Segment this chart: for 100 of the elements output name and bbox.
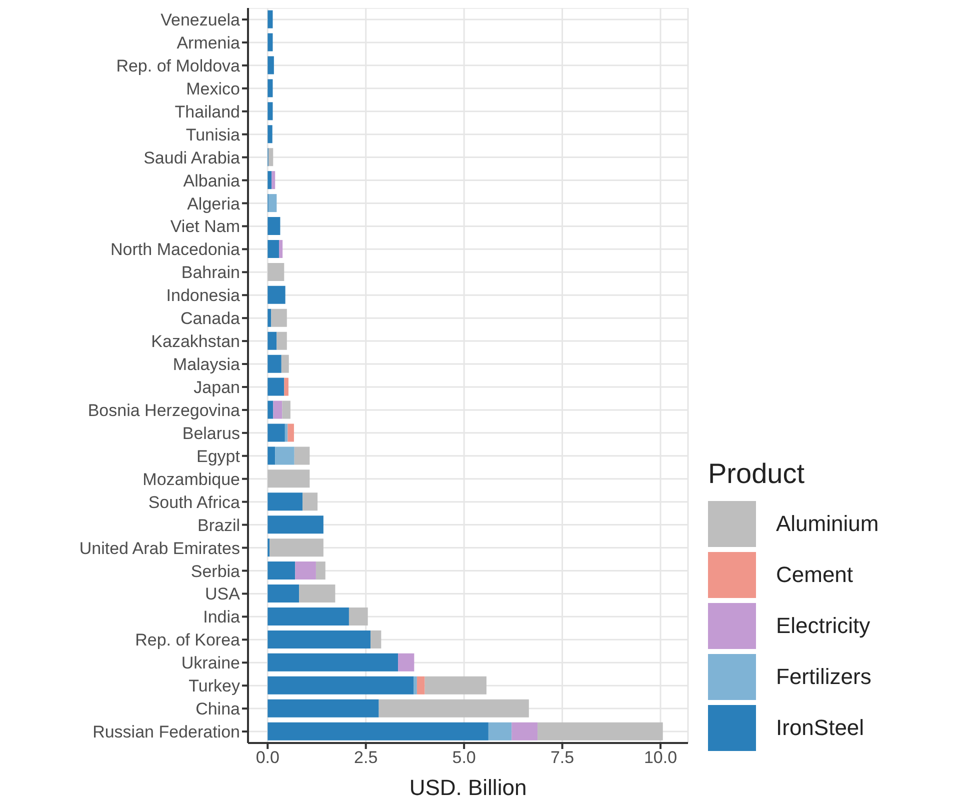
y-tick-label: Japan [194,378,240,398]
y-tick-label: Egypt [196,446,240,466]
bar [414,676,417,694]
y-tick-label: Ukraine [181,654,240,673]
y-tick-label: Thailand [174,102,240,122]
y-tick-label: Indonesia [166,286,241,306]
legend-title: Product [708,458,806,490]
y-tick-label: Russian Federation [92,722,240,742]
x-tick-label: 0.0 [256,748,280,768]
legend-label: Electricity [776,612,870,638]
bar [279,240,283,258]
bar [268,262,284,281]
x-tick-label: 7.5 [550,748,574,768]
bar [268,332,277,350]
bar [268,400,274,419]
y-tick-label: Algeria [187,194,241,214]
y-tick-label: Canada [180,309,241,328]
bar [295,562,316,580]
bar [302,492,318,511]
bar [268,446,276,465]
bar [268,424,285,442]
bar [268,56,274,74]
bar [268,470,310,488]
bar [424,676,486,694]
x-tick-label: 2.5 [354,748,378,768]
bar [268,217,280,236]
bar [268,171,272,190]
legend-label: IronSteel [776,714,864,740]
bar [268,102,273,120]
bar [488,722,512,740]
bar [268,286,286,304]
y-tick-label: Tunisia [186,125,241,144]
y-tick-label: Saudi Arabia [144,148,241,168]
bar [416,676,425,694]
bar [268,125,272,144]
y-tick-label: Rep. of Moldova [116,56,241,76]
y-tick-label: Bahrain [181,263,240,282]
y-tick-label: India [203,608,241,627]
bar [538,722,663,740]
bar [268,676,414,694]
bar [316,562,326,580]
bar [268,354,282,373]
bar [398,653,414,672]
bar [272,171,276,190]
bar [268,492,303,511]
y-tick-label: Albania [183,171,241,190]
bar [268,584,300,603]
y-tick-label: Turkey [188,676,240,696]
bar [275,446,294,465]
bar [268,79,273,98]
y-tick-label: USA [205,584,241,604]
legend-label: Cement [776,562,854,588]
bar [288,424,294,442]
y-tick-label: Venezuela [160,10,241,30]
legend-label: Aluminium [776,510,879,536]
y-tick-label: China [196,700,241,719]
bar [284,424,288,442]
bar [284,378,288,396]
y-tick-label: Brazil [197,516,240,535]
y-tick-label: Kazakhstan [151,332,240,352]
bar [281,354,289,373]
bar [268,516,324,534]
y-tick-label: Rep. of Korea [135,630,241,650]
bar [282,400,290,419]
bar [273,400,282,419]
bar [299,584,336,603]
bar [294,446,310,465]
x-axis-title: USD. Billion [409,775,527,800]
y-tick-label: United Arab Emirates [79,538,240,558]
y-tick-label: Viet Nam [170,217,240,236]
bar [268,194,277,212]
bar [268,653,398,672]
bar [268,630,371,648]
bar [270,538,324,557]
bar [271,308,287,327]
bar [268,10,273,28]
bar [268,562,296,580]
y-tick-label: North Macedonia [110,240,241,260]
y-tick-label: Armenia [176,33,241,52]
y-tick-label: Bosnia Herzegovina [88,400,241,420]
bar [268,240,280,258]
bar [268,699,379,718]
bar [268,33,273,52]
y-tick-label: Belarus [182,424,240,443]
x-tick-label: 10.0 [644,748,678,768]
y-tick-label: Mexico [186,79,240,98]
bar [268,722,488,740]
y-tick-label: Malaysia [172,355,241,374]
bar [268,148,274,166]
bar [512,722,538,740]
legend-label: Fertilizers [776,664,872,690]
y-tick-label: South Africa [148,492,241,512]
y-tick-label: Mozambique [142,470,240,489]
x-tick-label: 5.0 [452,748,476,768]
y-tick-label: Serbia [190,562,241,581]
bar [378,699,529,718]
bar [276,332,287,350]
bar [268,308,272,327]
bar [370,630,382,648]
bar [268,378,284,396]
